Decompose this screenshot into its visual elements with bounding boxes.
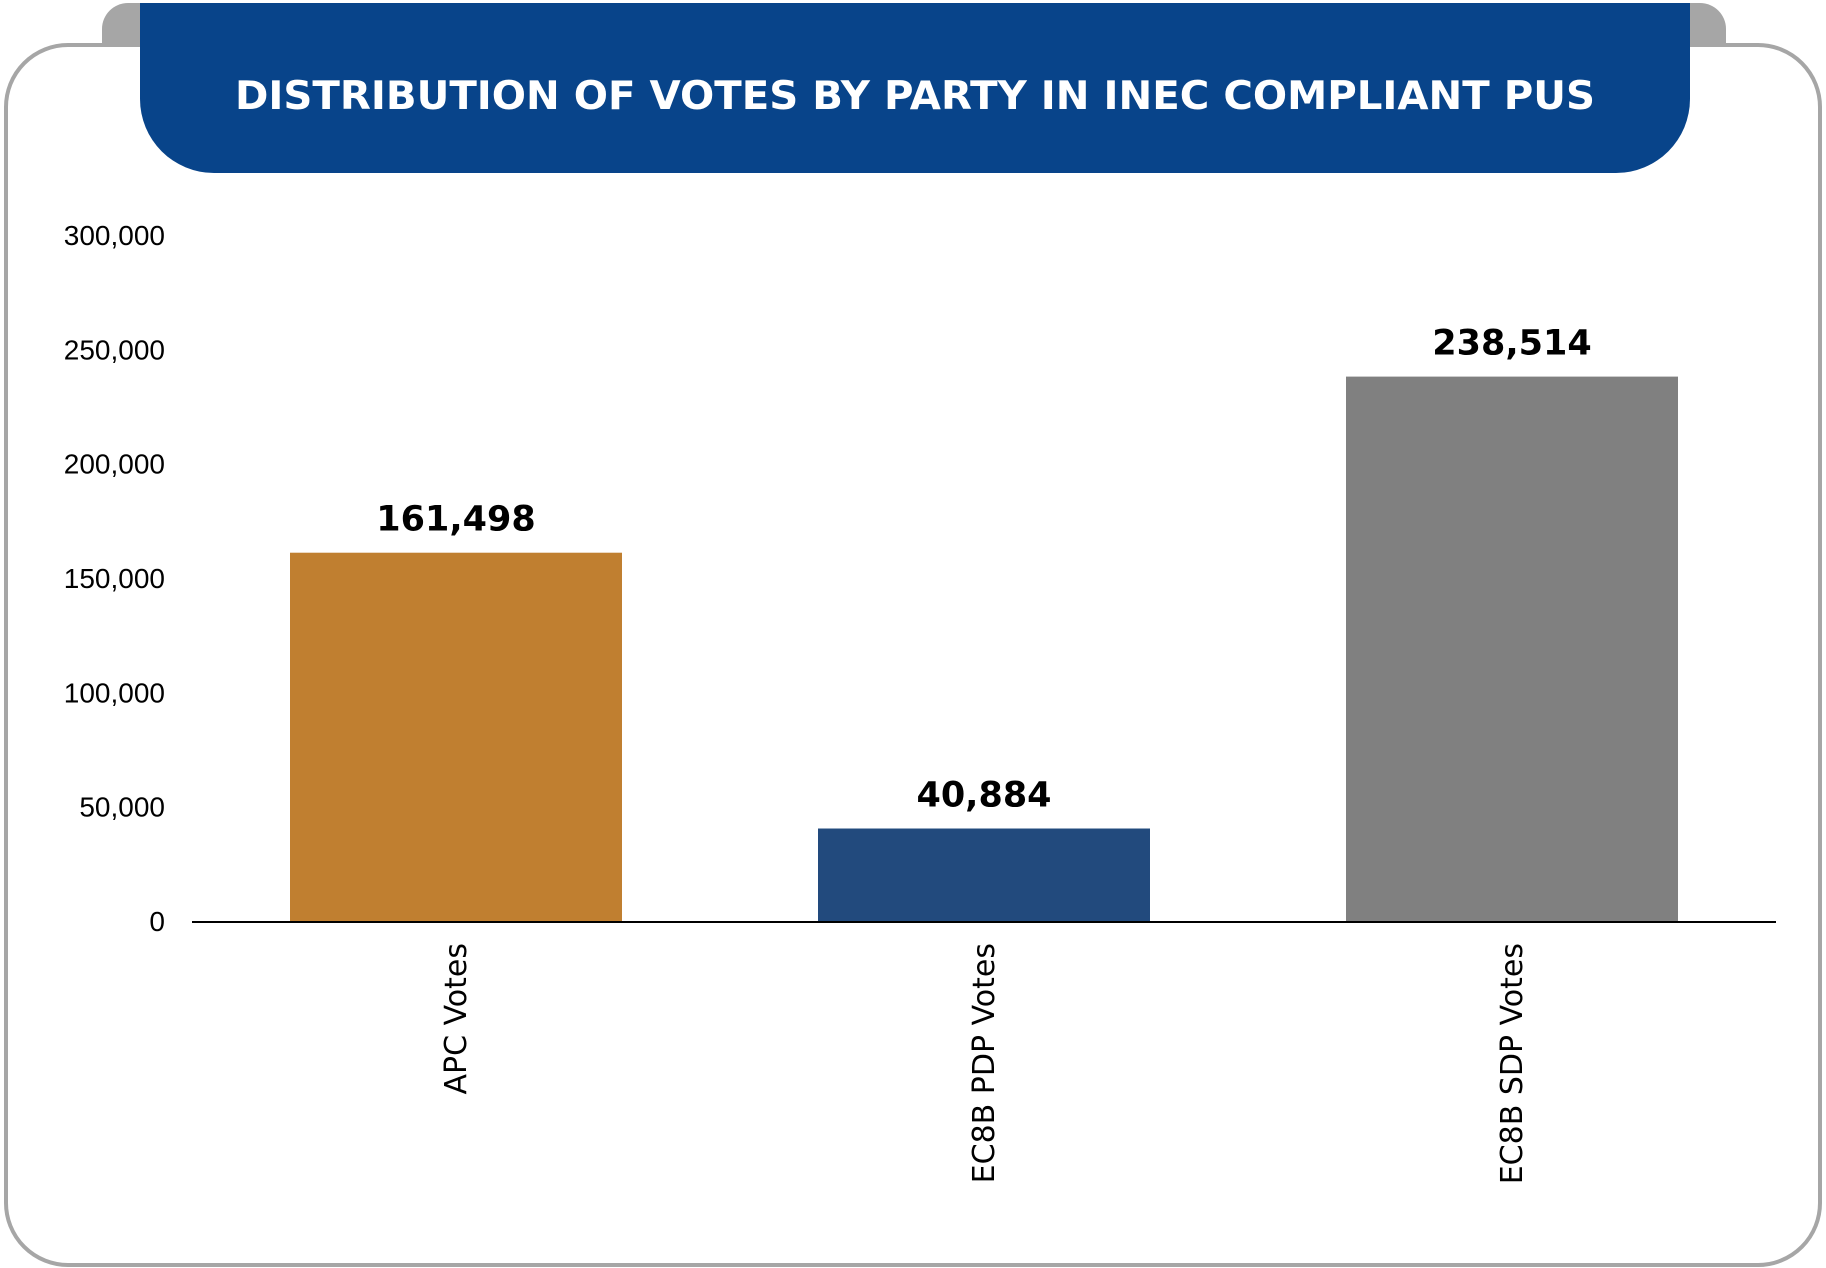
- data-labels: 161,498 40,884 238,514: [376, 324, 1591, 816]
- y-tick-label: 150,000: [64, 563, 165, 594]
- title-banner: [140, 3, 1690, 173]
- bars: [290, 376, 1678, 922]
- bar-ec8b-sdp-votes: [1346, 376, 1678, 922]
- bar-ec8b-pdp-votes: [818, 828, 1150, 922]
- data-label: 161,498: [376, 500, 535, 540]
- y-tick-label: 0: [149, 906, 165, 937]
- y-tick-label: 250,000: [64, 334, 165, 365]
- x-category-label: EC8B SDP Votes: [1495, 943, 1530, 1184]
- y-tick-label: 300,000: [64, 220, 165, 251]
- category-labels: APC Votes EC8B PDP Votes EC8B SDP Votes: [439, 943, 1530, 1184]
- data-label: 238,514: [1432, 324, 1591, 364]
- x-category-label: APC Votes: [439, 943, 474, 1095]
- y-tick-label: 50,000: [79, 792, 165, 823]
- bar-apc-votes: [290, 552, 622, 922]
- x-category-label: EC8B PDP Votes: [967, 943, 1002, 1183]
- y-tick-label: 100,000: [64, 677, 165, 708]
- chart-title: DISTRIBUTION OF VOTES BY PARTY IN INEC C…: [235, 74, 1595, 119]
- y-axis: 0 50,000 100,000 150,000 200,000 250,000 300,0…: [64, 220, 165, 937]
- data-label: 40,884: [916, 776, 1051, 816]
- y-tick-label: 200,000: [64, 449, 165, 480]
